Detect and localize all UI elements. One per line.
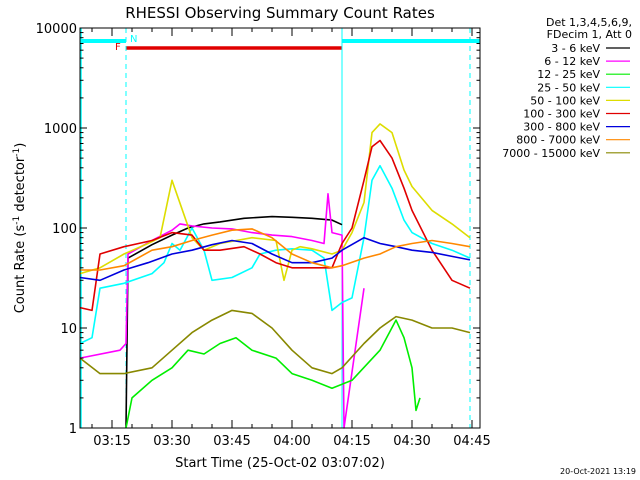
x-tick-label: 04:15 — [333, 434, 370, 449]
y-axis-label-mid: detector — [13, 156, 28, 216]
series-line — [79, 164, 471, 345]
chart-title: RHESSI Observing Summary Count Rates — [125, 4, 435, 22]
legend-label: 50 - 100 keV — [530, 94, 600, 107]
legend-label: 6 - 12 keV — [544, 55, 600, 68]
x-tick-label: 03:45 — [213, 434, 250, 449]
y-tick-label: 1 — [69, 422, 77, 437]
series-line — [79, 236, 471, 282]
x-tick-label: 04:00 — [273, 434, 310, 449]
legend-label: 100 - 300 keV — [523, 108, 600, 121]
y-axis-label-end: ) — [13, 143, 28, 148]
flag-bars: NF — [80, 28, 480, 428]
legend-header-line-2: FDecim 1, Att 0 — [547, 28, 632, 41]
y-tick-label: 10 — [60, 322, 77, 337]
series-line — [79, 123, 471, 282]
legend-label: 7000 - 15000 keV — [502, 147, 600, 160]
legend-label: 800 - 7000 keV — [516, 134, 600, 147]
legend: Det 1,3,4,5,6,9, FDecim 1, Att 0 3 - 6 k… — [502, 16, 632, 160]
legend-label: 12 - 25 keV — [537, 68, 600, 81]
y-tick-label: 100 — [52, 222, 77, 237]
y-tick-label: 1000 — [44, 122, 77, 137]
series-line — [79, 309, 471, 375]
footer-date: 20-Oct-2021 13:19 — [560, 467, 636, 476]
series-line — [79, 139, 471, 312]
series-line — [125, 215, 343, 429]
flare-flag-label: F — [115, 42, 121, 53]
legend-label: 25 - 50 keV — [537, 81, 600, 94]
series-lines — [79, 123, 471, 429]
legend-label: 3 - 6 keV — [551, 42, 600, 55]
series-line — [125, 319, 421, 429]
x-axis-label: Start Time (25-Oct-02 03:07:02) — [175, 456, 385, 471]
x-tick-label: 04:30 — [393, 434, 430, 449]
y-axis-label: Count Rate (s-1 detector-1) — [12, 143, 28, 314]
y-axis-label-sup1: -1 — [12, 216, 22, 225]
night-flag-label: N — [130, 34, 137, 45]
y-axis-label-sup2: -1 — [12, 148, 22, 157]
legend-label: 300 - 800 keV — [523, 121, 600, 134]
axes: 1 10 100 1000 10000 03:15 03:30 03:45 04:00 04:15… — [36, 22, 491, 449]
x-tick-label: 03:30 — [153, 434, 190, 449]
x-tick-label: 03:15 — [93, 434, 130, 449]
y-tick-label: 10000 — [36, 22, 77, 37]
series-line — [79, 193, 365, 429]
y-axis-label-main: Count Rate (s — [13, 225, 28, 314]
series-line — [80, 228, 471, 271]
x-tick-label: 04:45 — [453, 434, 490, 449]
legend-header-line-1: Det 1,3,4,5,6,9, — [546, 16, 632, 29]
